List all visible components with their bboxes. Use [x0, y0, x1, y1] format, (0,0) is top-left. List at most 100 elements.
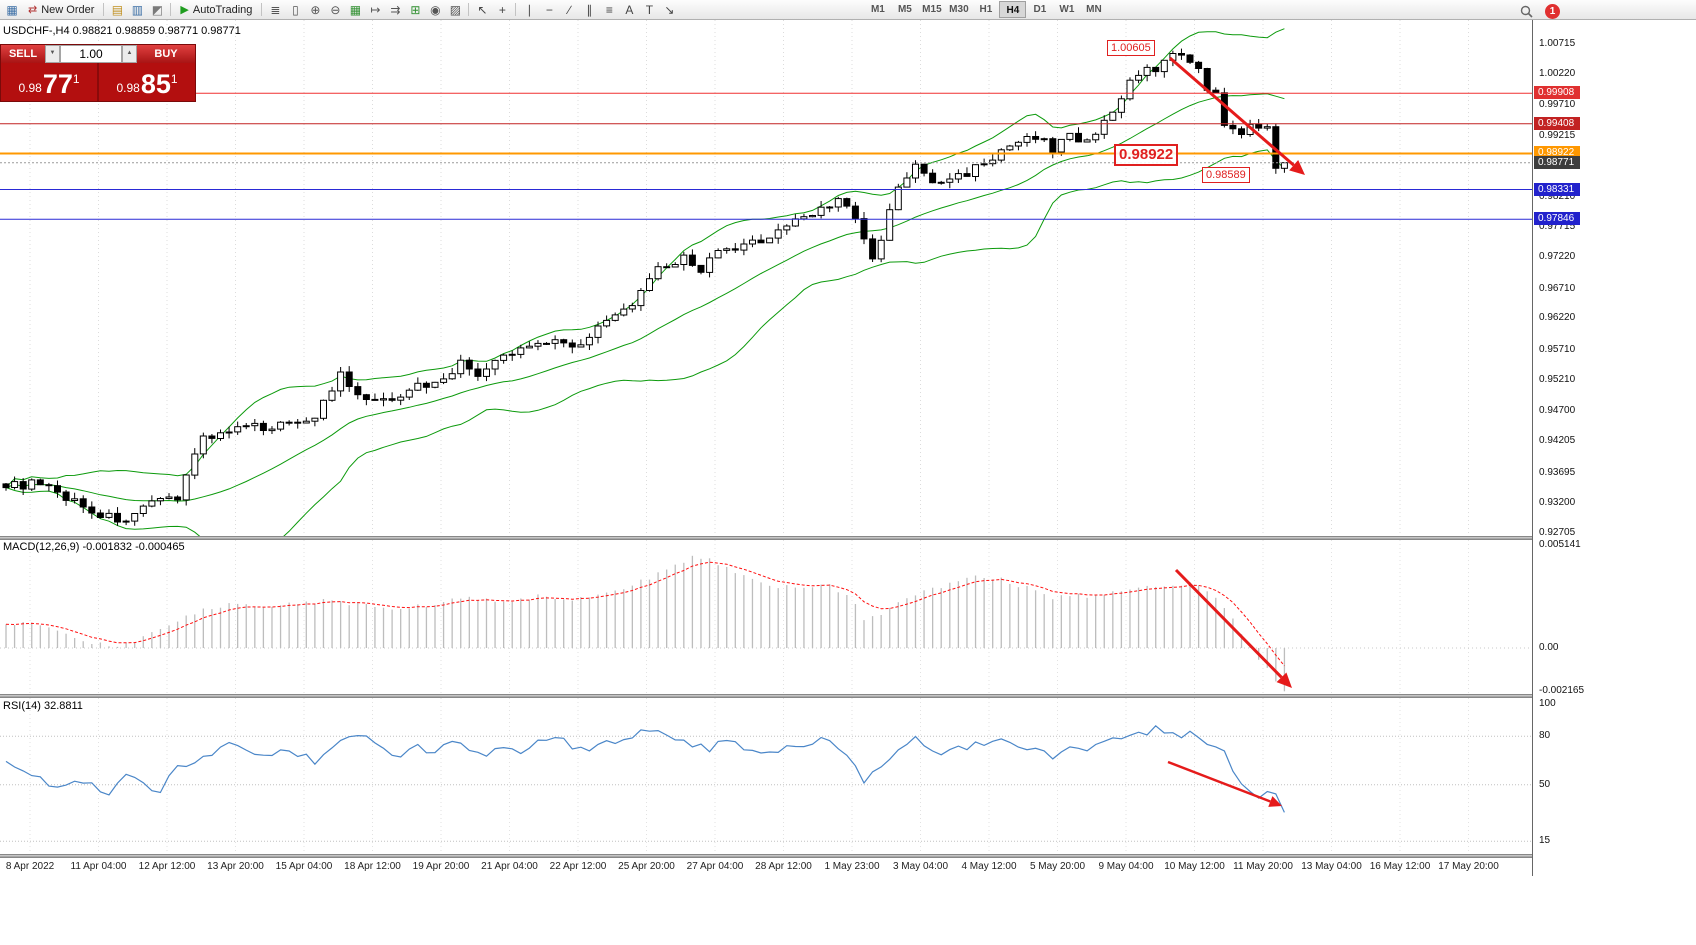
auto-scroll-icon[interactable]: ↦ — [366, 1, 384, 19]
order-controls-row: SELL ▼ ▲ BUY — [1, 45, 195, 63]
navigator-icon[interactable]: ◩ — [148, 1, 166, 19]
panel-separator[interactable] — [0, 854, 1696, 858]
toolbar-separator — [515, 3, 517, 16]
panel-separator[interactable] — [0, 694, 1696, 698]
time-axis[interactable]: 8 Apr 2022 11 Apr 04:00 12 Apr 12:00 13 Apr… — [0, 858, 1532, 876]
panel-separator[interactable] — [0, 536, 1696, 540]
buy-button[interactable]: BUY — [137, 45, 195, 63]
trendline-icon[interactable]: ∕ — [560, 1, 578, 19]
price-line-badge: 0.98771 — [1534, 155, 1580, 169]
volume-input[interactable] — [60, 45, 122, 63]
time-tick-label: 13 Apr 20:00 — [207, 861, 264, 872]
time-tick-label: 19 Apr 20:00 — [412, 861, 470, 872]
zoom-in-icon[interactable]: ⊕ — [306, 1, 324, 19]
horizontal-line-icon[interactable]: − — [540, 1, 558, 19]
app-icon[interactable]: ▦ — [3, 1, 21, 19]
sell-price-pips: 77 — [42, 69, 73, 99]
equidistant-channel-icon[interactable]: ∥ — [580, 1, 598, 19]
text-label-icon[interactable]: T — [640, 1, 658, 19]
new-order-button[interactable]: ⇄ New Order — [22, 1, 100, 19]
text-icon: A — [625, 2, 634, 17]
rsi-level-label: 15 — [1539, 835, 1551, 847]
candlestick-chart-icon[interactable]: ▯ — [286, 1, 304, 19]
time-tick-label: 13 May 04:00 — [1301, 861, 1362, 872]
data-window-icon[interactable]: ▥ — [128, 1, 146, 19]
sell-price[interactable]: 0.98 77 1 — [1, 63, 97, 101]
price-tick-label: 0.95210 — [1539, 374, 1576, 386]
zoom-out-icon: ⊖ — [330, 2, 341, 17]
fibonacci-icon: ≡ — [605, 2, 613, 17]
periods-icon[interactable]: ◉ — [426, 1, 444, 19]
crosshair-icon[interactable]: + — [493, 1, 511, 19]
notification-badge[interactable]: 1 — [1545, 3, 1560, 19]
price-tick-label: 0.97220 — [1539, 251, 1576, 263]
time-tick-label: 27 Apr 04:00 — [686, 861, 744, 872]
chart-shift-icon[interactable]: ⇉ — [386, 1, 404, 19]
arrows-icon[interactable]: ↘ — [660, 1, 678, 19]
chart-ohlc-title: USDCHF-,H4 0.98821 0.98859 0.98771 0.987… — [3, 25, 241, 37]
timeframe-h1[interactable]: H1 — [979, 4, 993, 15]
volume-up-button[interactable]: ▲ — [122, 45, 137, 63]
search-icon[interactable] — [1517, 2, 1535, 20]
macd-axis-label: -0.002165 — [1539, 685, 1585, 697]
chart-shift-icon: ⇉ — [390, 2, 401, 17]
macd-axis-label: 0.005141 — [1539, 539, 1581, 550]
indicators-icon[interactable]: ⊞ — [406, 1, 424, 19]
annotation-peak-price-label[interactable]: 1.00605 — [1107, 40, 1155, 56]
time-tick-label: 25 Apr 20:00 — [618, 861, 675, 872]
annotation-low-price-label[interactable]: 0.98589 — [1202, 167, 1250, 183]
sell-price-figure: 0.98 — [18, 81, 42, 95]
timeframe-mn[interactable]: MN — [1086, 4, 1102, 15]
price-tick-label: 0.99710 — [1539, 99, 1576, 111]
price-tick-label: 0.96220 — [1539, 312, 1576, 324]
auto-scroll-icon: ↦ — [370, 2, 381, 17]
macd-header: MACD(12,26,9) -0.001832 -0.000465 — [3, 541, 185, 553]
buy-price-pipette: 1 — [170, 72, 178, 86]
templates-icon: ▨ — [449, 2, 462, 17]
price-axis[interactable]: 1.00715 1.00220 0.99710 0.99215 0.98210 0.977… — [1533, 20, 1696, 876]
bar-chart-icon[interactable]: ≣ — [266, 1, 284, 19]
fibonacci-icon[interactable]: ≡ — [600, 1, 618, 19]
price-tick-label: 1.00220 — [1539, 68, 1576, 80]
candlestick-chart-icon: ▯ — [292, 2, 299, 17]
annotation-level-price-label[interactable]: 0.98922 — [1114, 144, 1179, 166]
cursor-icon[interactable]: ↖ — [473, 1, 491, 19]
macd-axis-label: 0.00 — [1539, 642, 1559, 653]
price-chart[interactable] — [0, 20, 1532, 536]
price-tick-label: 0.94205 — [1539, 435, 1576, 447]
toolbar-left-group: ▦ ⇄ New Order ▤ ▥ ◩ ▶ AutoTrading ≣ ▯ ⊕ ⊖ ▦ ↦ ⇉ ⊞ ◉ ▨ ↖ + ∣ −… — [2, 0, 679, 20]
time-tick-label: 11 May 20:00 — [1233, 861, 1293, 872]
price-tick-label: 0.96710 — [1539, 282, 1576, 294]
timeframe-m15[interactable]: M15 — [922, 4, 942, 15]
sell-button[interactable]: SELL — [1, 45, 45, 63]
rsi-level-label: 50 — [1539, 778, 1551, 790]
rsi-indicator-chart[interactable] — [0, 698, 1532, 854]
timeframe-w1[interactable]: W1 — [1059, 4, 1075, 15]
top-toolbar: ▦ ⇄ New Order ▤ ▥ ◩ ▶ AutoTrading ≣ ▯ ⊕ ⊖ ▦ ↦ ⇉ ⊞ ◉ ▨ ↖ + ∣ −… — [0, 0, 1696, 20]
zoom-out-icon[interactable]: ⊖ — [326, 1, 344, 19]
autotrading-button[interactable]: ▶ AutoTrading — [174, 1, 258, 19]
price-tick-label: 0.99215 — [1539, 129, 1576, 141]
toolbar-separator — [468, 3, 470, 16]
price-tick-label: 0.93695 — [1539, 466, 1576, 478]
tile-windows-icon[interactable]: ▦ — [346, 1, 364, 19]
macd-indicator-chart[interactable] — [0, 540, 1532, 694]
vertical-line-icon[interactable]: ∣ — [520, 1, 538, 19]
volume-down-button[interactable]: ▼ — [45, 45, 60, 63]
autotrading-icon: ▶ — [180, 4, 189, 16]
price-tick-label: 0.97715 — [1539, 221, 1576, 233]
market-watch-icon[interactable]: ▤ — [108, 1, 126, 19]
timeframe-toolbar: M1 M5 M15 M30 H1 H4 D1 W1 MN — [864, 1, 1107, 18]
buy-price[interactable]: 0.98 85 1 — [99, 63, 195, 101]
timeframe-m30[interactable]: M30 — [949, 4, 969, 15]
time-tick-label: 28 Apr 12:00 — [755, 861, 812, 872]
timeframe-h4[interactable]: H4 — [999, 1, 1027, 18]
timeframe-m5[interactable]: M5 — [897, 4, 912, 15]
templates-icon[interactable]: ▨ — [446, 1, 464, 19]
text-icon[interactable]: A — [620, 1, 638, 19]
timeframe-m1[interactable]: M1 — [870, 4, 885, 15]
rsi-level-label: 100 — [1539, 698, 1556, 709]
timeframe-d1[interactable]: D1 — [1033, 4, 1047, 15]
rsi-level-label: 80 — [1539, 730, 1551, 742]
data-window-icon: ▥ — [131, 2, 144, 17]
